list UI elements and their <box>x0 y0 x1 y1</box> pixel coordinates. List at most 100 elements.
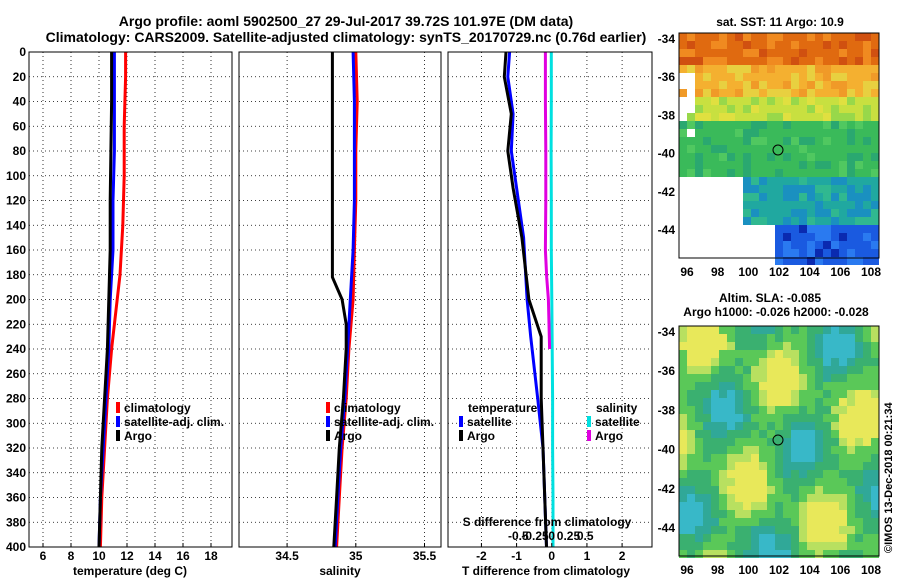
sst-pixel <box>783 145 791 153</box>
sst-pixel <box>751 33 759 41</box>
sst-pixel <box>855 249 863 257</box>
sst-pixel <box>687 113 695 121</box>
sst-pixel <box>751 65 759 73</box>
sst-pixel <box>799 129 807 137</box>
sla-pixel <box>711 438 719 446</box>
sla-pixel <box>727 454 735 462</box>
sst-pixel <box>775 177 783 185</box>
sst-pixel <box>855 169 863 177</box>
sla-pixel <box>815 398 823 406</box>
sla-pixel <box>679 534 687 542</box>
sst-pixel <box>791 57 799 65</box>
sst-pixel <box>743 121 751 129</box>
sst-pixel <box>727 249 735 257</box>
sla-pixel <box>815 358 823 366</box>
sla-pixel <box>751 422 759 430</box>
sla-pixel <box>679 422 687 430</box>
lat-tick-label: -36 <box>658 70 676 84</box>
sst-pixel <box>735 57 743 65</box>
sst-pixel <box>847 57 855 65</box>
sst-pixel <box>751 129 759 137</box>
sla-pixel <box>751 334 759 342</box>
sla-pixel <box>767 430 775 438</box>
sla-pixel <box>799 438 807 446</box>
sst-pixel <box>839 65 847 73</box>
sst-pixel <box>839 233 847 241</box>
sla-pixel <box>711 374 719 382</box>
depth-tick-label: 0 <box>19 45 26 59</box>
sst-pixel <box>751 145 759 153</box>
sla-pixel <box>743 446 751 454</box>
sla-pixel <box>759 446 767 454</box>
sla-pixel <box>871 542 879 550</box>
series-line-salinity-satellite <box>549 52 555 547</box>
sst-pixel <box>823 185 831 193</box>
sst-pixel <box>735 153 743 161</box>
sla-pixel <box>687 350 695 358</box>
sla-pixel <box>831 494 839 502</box>
sst-pixel <box>855 185 863 193</box>
sla-pixel <box>847 358 855 366</box>
sst-pixel <box>679 49 687 57</box>
depth-tick-label: 240 <box>6 342 26 356</box>
sst-pixel <box>767 137 775 145</box>
sla-pixel <box>839 398 847 406</box>
sla-pixel <box>839 382 847 390</box>
sst-pixel <box>719 73 727 81</box>
sla-pixel <box>703 430 711 438</box>
sst-pixel <box>855 137 863 145</box>
sla-pixel <box>759 350 767 358</box>
sla-pixel <box>759 550 767 558</box>
sst-pixel <box>775 249 783 257</box>
sla-pixel <box>855 390 863 398</box>
sla-pixel <box>703 422 711 430</box>
sst-pixel <box>687 81 695 89</box>
sst-pixel <box>759 153 767 161</box>
sla-pixel <box>759 398 767 406</box>
sla-pixel <box>775 510 783 518</box>
sst-pixel <box>847 209 855 217</box>
sst-pixel <box>775 81 783 89</box>
sla-pixel <box>799 398 807 406</box>
sla-pixel <box>767 534 775 542</box>
sla-pixel <box>719 510 727 518</box>
sst-pixel <box>703 137 711 145</box>
sst-pixel <box>727 121 735 129</box>
sla-pixel <box>711 518 719 526</box>
sla-pixel <box>735 518 743 526</box>
sst-pixel <box>679 121 687 129</box>
sst-pixel <box>743 233 751 241</box>
sla-pixel <box>791 398 799 406</box>
sla-pixel <box>727 414 735 422</box>
sla-pixel <box>807 326 815 334</box>
sst-pixel <box>727 97 735 105</box>
sla-pixel <box>695 422 703 430</box>
sla-pixel <box>847 526 855 534</box>
sla-pixel <box>727 510 735 518</box>
sla-pixel <box>823 374 831 382</box>
sst-pixel <box>703 225 711 233</box>
sst-pixel <box>807 209 815 217</box>
sla-pixel <box>783 414 791 422</box>
depth-tick-label: 200 <box>6 293 26 307</box>
sst-pixel <box>799 97 807 105</box>
sst-pixel <box>871 257 879 265</box>
sla-pixel <box>823 382 831 390</box>
sst-pixel <box>847 137 855 145</box>
sla-pixel <box>831 406 839 414</box>
sst-pixel <box>807 169 815 177</box>
sla-pixel <box>695 382 703 390</box>
temperature-axes-frame <box>28 51 233 548</box>
lon-tick-label: 102 <box>769 265 789 279</box>
sst-pixel <box>719 185 727 193</box>
sst-pixel <box>815 89 823 97</box>
sst-pixel <box>863 97 871 105</box>
sst-pixel <box>823 41 831 49</box>
sla-pixel <box>807 550 815 558</box>
sla-pixel <box>839 414 847 422</box>
sla-pixel <box>679 510 687 518</box>
sst-pixel <box>839 241 847 249</box>
sst-pixel <box>751 89 759 97</box>
sst-pixel <box>703 257 711 265</box>
